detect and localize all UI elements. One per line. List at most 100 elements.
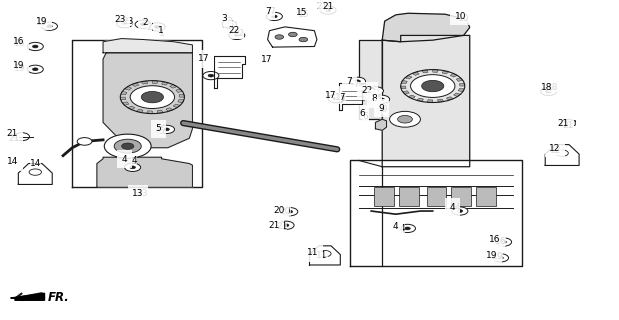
Text: 21: 21 [563, 121, 574, 130]
Text: 17: 17 [261, 55, 272, 64]
Text: 17: 17 [326, 91, 337, 100]
Text: 22: 22 [361, 86, 373, 95]
Text: 6: 6 [362, 112, 368, 121]
Circle shape [355, 80, 360, 83]
Polygon shape [350, 160, 522, 267]
Text: 9: 9 [382, 105, 387, 114]
Circle shape [116, 20, 132, 28]
Text: 20: 20 [273, 206, 284, 215]
Polygon shape [433, 69, 438, 72]
Circle shape [27, 65, 43, 73]
Text: 16: 16 [488, 235, 500, 244]
Circle shape [208, 74, 214, 77]
Text: 22: 22 [233, 29, 245, 38]
Polygon shape [267, 27, 317, 47]
Text: 12: 12 [550, 147, 561, 156]
Text: 15: 15 [298, 10, 309, 19]
Polygon shape [438, 99, 444, 102]
Text: 9: 9 [379, 104, 384, 113]
Text: 4: 4 [449, 203, 456, 212]
Circle shape [328, 95, 344, 103]
Circle shape [278, 221, 294, 229]
Text: 19: 19 [36, 17, 47, 26]
Circle shape [374, 95, 389, 103]
Circle shape [275, 35, 284, 39]
Text: 13: 13 [137, 189, 149, 198]
Circle shape [164, 128, 170, 131]
Polygon shape [427, 100, 433, 102]
Circle shape [320, 6, 336, 14]
Circle shape [77, 138, 92, 145]
Circle shape [373, 89, 378, 92]
Polygon shape [162, 82, 168, 85]
Polygon shape [166, 108, 173, 111]
Text: 7: 7 [353, 80, 358, 89]
Text: 5: 5 [158, 127, 165, 136]
Circle shape [546, 90, 552, 93]
Text: 4: 4 [131, 156, 137, 165]
Circle shape [410, 75, 455, 97]
Polygon shape [382, 36, 470, 167]
Polygon shape [141, 81, 148, 84]
Text: 4: 4 [399, 224, 405, 233]
Polygon shape [450, 73, 457, 77]
Polygon shape [124, 86, 132, 90]
Text: 21: 21 [268, 221, 279, 230]
Polygon shape [173, 104, 180, 108]
Circle shape [149, 23, 165, 31]
Circle shape [32, 68, 38, 71]
Polygon shape [222, 20, 236, 28]
Text: 4: 4 [393, 222, 399, 231]
Text: 7: 7 [347, 77, 352, 86]
Polygon shape [561, 119, 575, 127]
Circle shape [501, 241, 506, 244]
Polygon shape [214, 56, 245, 88]
Circle shape [27, 42, 43, 51]
Text: 7: 7 [270, 7, 275, 16]
Polygon shape [402, 91, 409, 94]
Circle shape [405, 227, 410, 230]
Circle shape [130, 166, 136, 169]
Text: FR.: FR. [48, 291, 69, 304]
Polygon shape [400, 86, 406, 89]
Circle shape [104, 134, 151, 158]
Polygon shape [128, 106, 135, 110]
Circle shape [121, 143, 134, 149]
Text: 14: 14 [30, 159, 41, 168]
Circle shape [350, 77, 366, 85]
Polygon shape [19, 164, 52, 184]
Circle shape [41, 22, 58, 30]
Circle shape [229, 31, 245, 40]
Circle shape [540, 87, 556, 96]
Circle shape [284, 224, 289, 227]
Text: 19: 19 [486, 251, 498, 260]
Circle shape [379, 98, 384, 101]
Text: 23: 23 [122, 17, 134, 26]
Polygon shape [459, 83, 465, 86]
Text: 22: 22 [228, 26, 240, 35]
Text: 11: 11 [307, 248, 318, 257]
Circle shape [135, 20, 151, 28]
Text: 21: 21 [8, 134, 19, 143]
Text: 8: 8 [371, 94, 377, 103]
Polygon shape [11, 293, 45, 300]
Text: 19: 19 [14, 64, 25, 73]
Text: 13: 13 [132, 189, 144, 198]
Circle shape [266, 12, 282, 20]
Polygon shape [121, 92, 127, 95]
Text: 7: 7 [265, 6, 271, 16]
Circle shape [155, 25, 160, 28]
Text: 16: 16 [13, 37, 24, 46]
Polygon shape [136, 109, 143, 113]
Text: 19: 19 [491, 252, 503, 261]
Text: 3: 3 [227, 17, 232, 26]
Polygon shape [103, 53, 193, 148]
Circle shape [422, 80, 444, 92]
Text: 1: 1 [157, 26, 163, 35]
Text: 2: 2 [142, 18, 148, 27]
Circle shape [203, 71, 219, 80]
Text: 19: 19 [36, 18, 47, 27]
Polygon shape [412, 72, 419, 76]
Text: 21: 21 [7, 129, 18, 138]
Bar [476, 187, 496, 206]
